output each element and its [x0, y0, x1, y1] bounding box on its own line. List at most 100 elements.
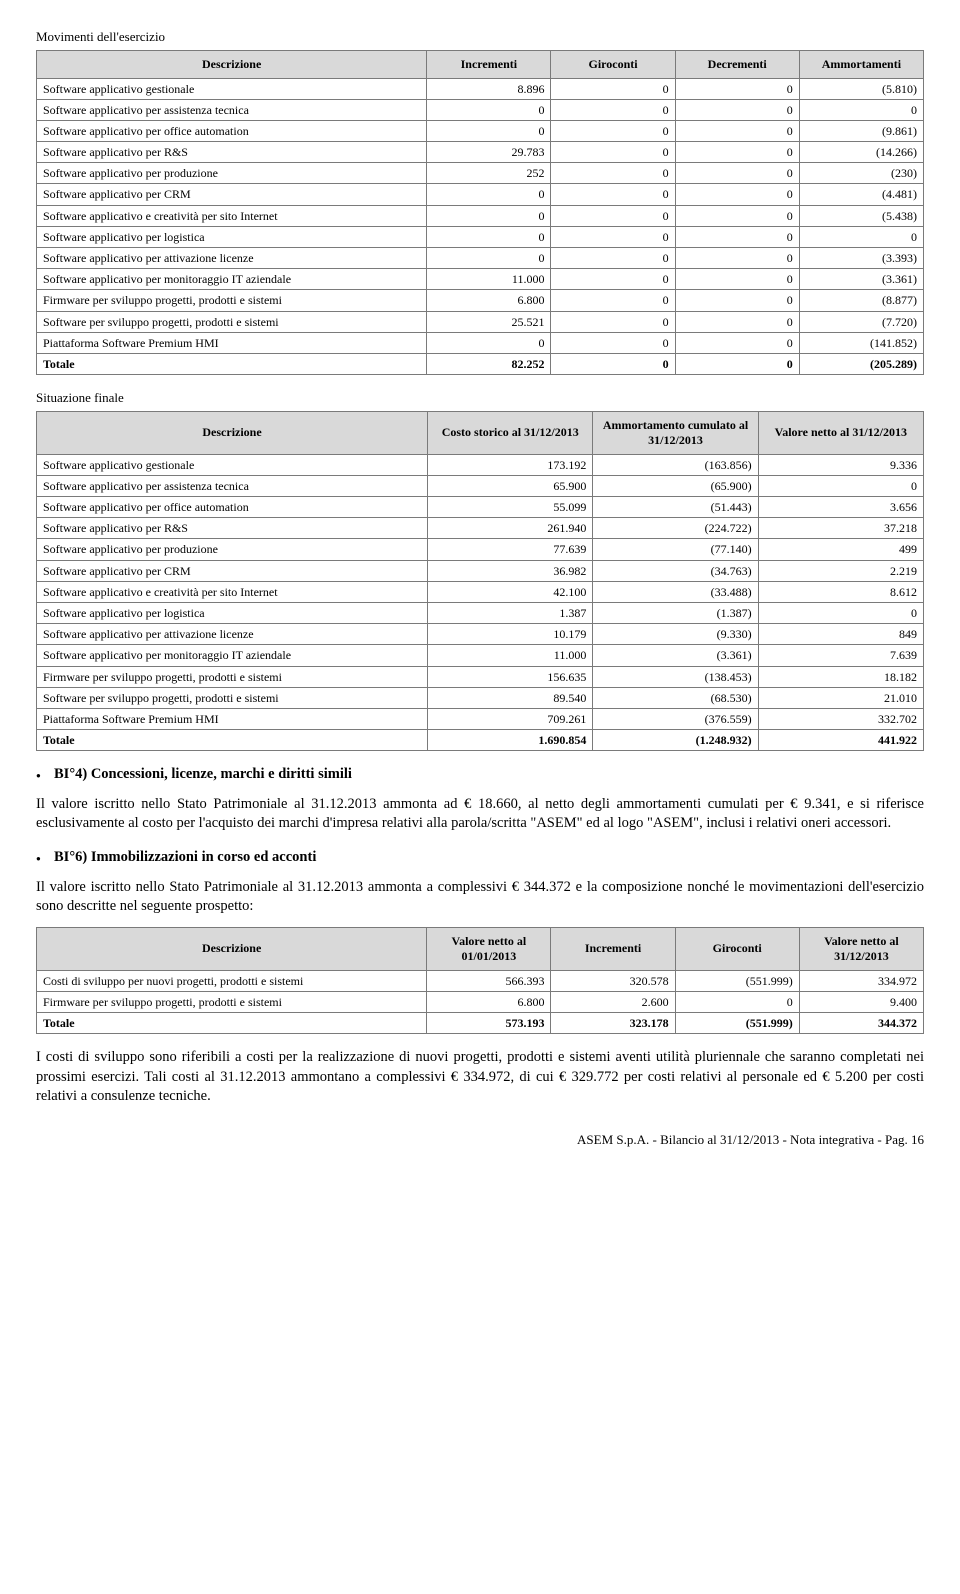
table-cell-value: (163.856): [593, 454, 758, 475]
table-row: Software applicativo gestionale8.89600(5…: [37, 78, 924, 99]
table-cell-value: 0: [551, 163, 675, 184]
bullet-bi6-title: BI°6) Immobilizzazioni in corso ed accon…: [54, 848, 316, 868]
table-cell-desc: Software applicativo per monitoraggio IT…: [37, 645, 428, 666]
table-cell-value: (3.361): [799, 269, 923, 290]
table-cell-desc: Piattaforma Software Premium HMI: [37, 708, 428, 729]
table-header: Incrementi: [551, 927, 675, 970]
table-cell-value: 0: [675, 163, 799, 184]
table-cell-value: 8.612: [758, 581, 923, 602]
section-title-situazione: Situazione finale: [36, 389, 924, 407]
table-cell-desc: Software applicativo per logistica: [37, 226, 427, 247]
table-cell-value: 0: [551, 78, 675, 99]
table-total-value: 1.690.854: [428, 730, 593, 751]
table-cell-desc: Firmware per sviluppo progetti, prodotti…: [37, 666, 428, 687]
table-cell-value: (1.387): [593, 603, 758, 624]
table-header: Valore netto al 01/01/2013: [427, 927, 551, 970]
table-cell-value: 36.982: [428, 560, 593, 581]
table-cell-value: (230): [799, 163, 923, 184]
table-cell-value: 7.639: [758, 645, 923, 666]
table-row: Software applicativo per assistenza tecn…: [37, 99, 924, 120]
table-cell-value: (7.720): [799, 311, 923, 332]
table-row: Software applicativo per CRM36.982(34.76…: [37, 560, 924, 581]
table-cell-desc: Costi di sviluppo per nuovi progetti, pr…: [37, 970, 427, 991]
table-cell-desc: Software applicativo per R&S: [37, 142, 427, 163]
table-cell-value: 0: [427, 205, 551, 226]
table-cell-value: (33.488): [593, 581, 758, 602]
table-row: Software per sviluppo progetti, prodotti…: [37, 687, 924, 708]
table-cell-value: (5.810): [799, 78, 923, 99]
table-cell-value: 0: [427, 184, 551, 205]
table-row: Piattaforma Software Premium HMI000(141.…: [37, 332, 924, 353]
table-cell-value: 0: [675, 78, 799, 99]
table-cell-value: 261.940: [428, 518, 593, 539]
table-prospetto: DescrizioneValore netto al 01/01/2013Inc…: [36, 927, 924, 1035]
table-cell-value: 11.000: [427, 269, 551, 290]
table-cell-value: 334.972: [799, 970, 923, 991]
table-total-value: (205.289): [799, 353, 923, 374]
table-cell-desc: Software applicativo per CRM: [37, 184, 427, 205]
table-cell-value: 0: [675, 205, 799, 226]
table-cell-desc: Software applicativo per produzione: [37, 539, 428, 560]
table-cell-value: (224.722): [593, 518, 758, 539]
table-cell-value: (3.393): [799, 248, 923, 269]
table-cell-value: 320.578: [551, 970, 675, 991]
section-title-movimenti: Movimenti dell'esercizio: [36, 28, 924, 46]
table-cell-value: 9.400: [799, 991, 923, 1012]
table-cell-value: 0: [675, 99, 799, 120]
table-cell-value: (141.852): [799, 332, 923, 353]
table-row: Piattaforma Software Premium HMI709.261(…: [37, 708, 924, 729]
table-cell-value: 0: [675, 332, 799, 353]
table-cell-desc: Software applicativo gestionale: [37, 454, 428, 475]
table-cell-value: 0: [675, 120, 799, 141]
table-cell-value: 18.182: [758, 666, 923, 687]
table-row: Software per sviluppo progetti, prodotti…: [37, 311, 924, 332]
table-row: Software applicativo per logistica0000: [37, 226, 924, 247]
table-row: Software applicativo gestionale173.192(1…: [37, 454, 924, 475]
table-cell-value: 65.900: [428, 475, 593, 496]
table-row: Software applicativo per attivazione lic…: [37, 248, 924, 269]
table-cell-value: 0: [427, 120, 551, 141]
table-cell-desc: Software applicativo per logistica: [37, 603, 428, 624]
bullet-bi4: ● BI°4) Concessioni, licenze, marchi e d…: [36, 765, 924, 785]
table-cell-value: 8.896: [427, 78, 551, 99]
table-cell-desc: Software per sviluppo progetti, prodotti…: [37, 311, 427, 332]
table-cell-value: 0: [799, 99, 923, 120]
table-cell-value: (14.266): [799, 142, 923, 163]
table-cell-value: 0: [551, 290, 675, 311]
table-cell-desc: Software applicativo e creatività per si…: [37, 581, 428, 602]
table-cell-value: 2.600: [551, 991, 675, 1012]
table-cell-value: 29.783: [427, 142, 551, 163]
table-total-value: (1.248.932): [593, 730, 758, 751]
table-cell-value: (376.559): [593, 708, 758, 729]
table-cell-value: 156.635: [428, 666, 593, 687]
bullet-bi6: ● BI°6) Immobilizzazioni in corso ed acc…: [36, 848, 924, 868]
table-cell-value: 0: [427, 226, 551, 247]
table-total-label: Totale: [37, 1013, 427, 1034]
table-total-value: 82.252: [427, 353, 551, 374]
table-cell-desc: Software applicativo per attivazione lic…: [37, 624, 428, 645]
table-cell-value: 1.387: [428, 603, 593, 624]
table-row: Software applicativo per CRM000(4.481): [37, 184, 924, 205]
table-cell-value: 499: [758, 539, 923, 560]
table-cell-value: 6.800: [427, 991, 551, 1012]
table-cell-desc: Piattaforma Software Premium HMI: [37, 332, 427, 353]
table-cell-value: 6.800: [427, 290, 551, 311]
table-cell-value: 0: [675, 142, 799, 163]
table-header: Incrementi: [427, 50, 551, 78]
table-cell-value: 0: [551, 99, 675, 120]
table-cell-value: 0: [675, 184, 799, 205]
table-cell-value: 0: [551, 120, 675, 141]
table-total-value: 441.922: [758, 730, 923, 751]
table-total-label: Totale: [37, 730, 428, 751]
table-total-value: 323.178: [551, 1013, 675, 1034]
table-cell-value: 0: [799, 226, 923, 247]
table-situazione: DescrizioneCosto storico al 31/12/2013Am…: [36, 411, 924, 752]
table-row: Software applicativo per R&S261.940(224.…: [37, 518, 924, 539]
paragraph-closing: I costi di sviluppo sono riferibili a co…: [36, 1048, 924, 1107]
table-cell-value: 566.393: [427, 970, 551, 991]
table-cell-value: 0: [675, 991, 799, 1012]
table-row: Software applicativo e creatività per si…: [37, 205, 924, 226]
table-total-label: Totale: [37, 353, 427, 374]
table-cell-value: (8.877): [799, 290, 923, 311]
bullet-bi4-title: BI°4) Concessioni, licenze, marchi e dir…: [54, 765, 352, 785]
